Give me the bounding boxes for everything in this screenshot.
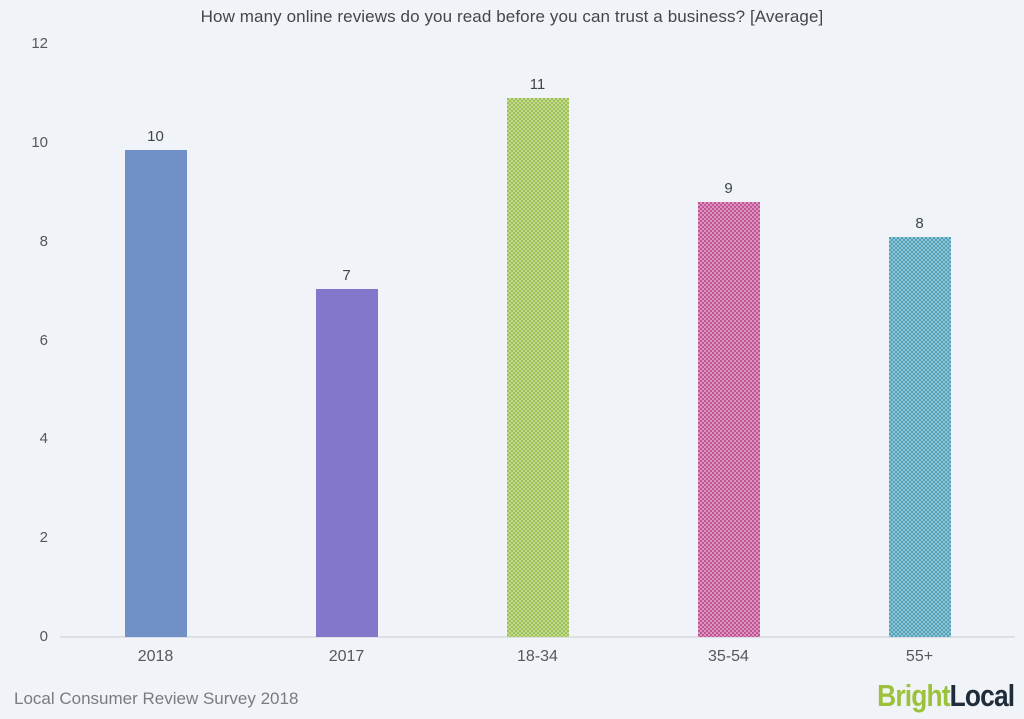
bar-value-label: 7 [342, 266, 351, 284]
bar-value-label: 11 [529, 76, 546, 94]
source-caption: Local Consumer Review Survey 2018 [14, 689, 299, 708]
y-tick-label: 12 [31, 35, 48, 52]
logo-local-text: Local [949, 678, 1014, 713]
x-axis-label: 2017 [328, 648, 365, 665]
brightlocal-logo: BrightLocal [876, 678, 1015, 714]
bar-value-label: 8 [915, 214, 924, 232]
y-axis: 0 2 4 6 8 10 12 [0, 35, 48, 645]
y-tick-label: 6 [39, 331, 48, 349]
y-tick-label: 4 [39, 430, 48, 448]
x-axis-label: 18-34 [517, 648, 558, 665]
x-axis-label: 55+ [905, 648, 934, 665]
x-axis-label: 35-54 [708, 648, 749, 665]
chart-title: How many online reviews do you read befo… [200, 7, 824, 26]
bar-value-label: 9 [724, 180, 733, 198]
bar-2018 [124, 150, 187, 637]
logo-bright-text: Bright [876, 678, 950, 713]
bar-35-54 [697, 202, 760, 637]
x-axis-label: 2018 [137, 648, 174, 665]
bar-55plus [888, 236, 951, 637]
y-tick-label: 0 [39, 628, 48, 645]
bar-value-label: 10 [147, 128, 164, 146]
y-tick-label: 8 [39, 232, 48, 250]
x-axis-line [60, 636, 1015, 638]
bar-18-34 [506, 98, 569, 637]
bar-2017 [315, 288, 378, 637]
y-tick-label: 2 [39, 529, 48, 547]
plot-area: 10 7 11 9 8 [60, 44, 1015, 638]
y-tick-label: 10 [31, 133, 48, 151]
